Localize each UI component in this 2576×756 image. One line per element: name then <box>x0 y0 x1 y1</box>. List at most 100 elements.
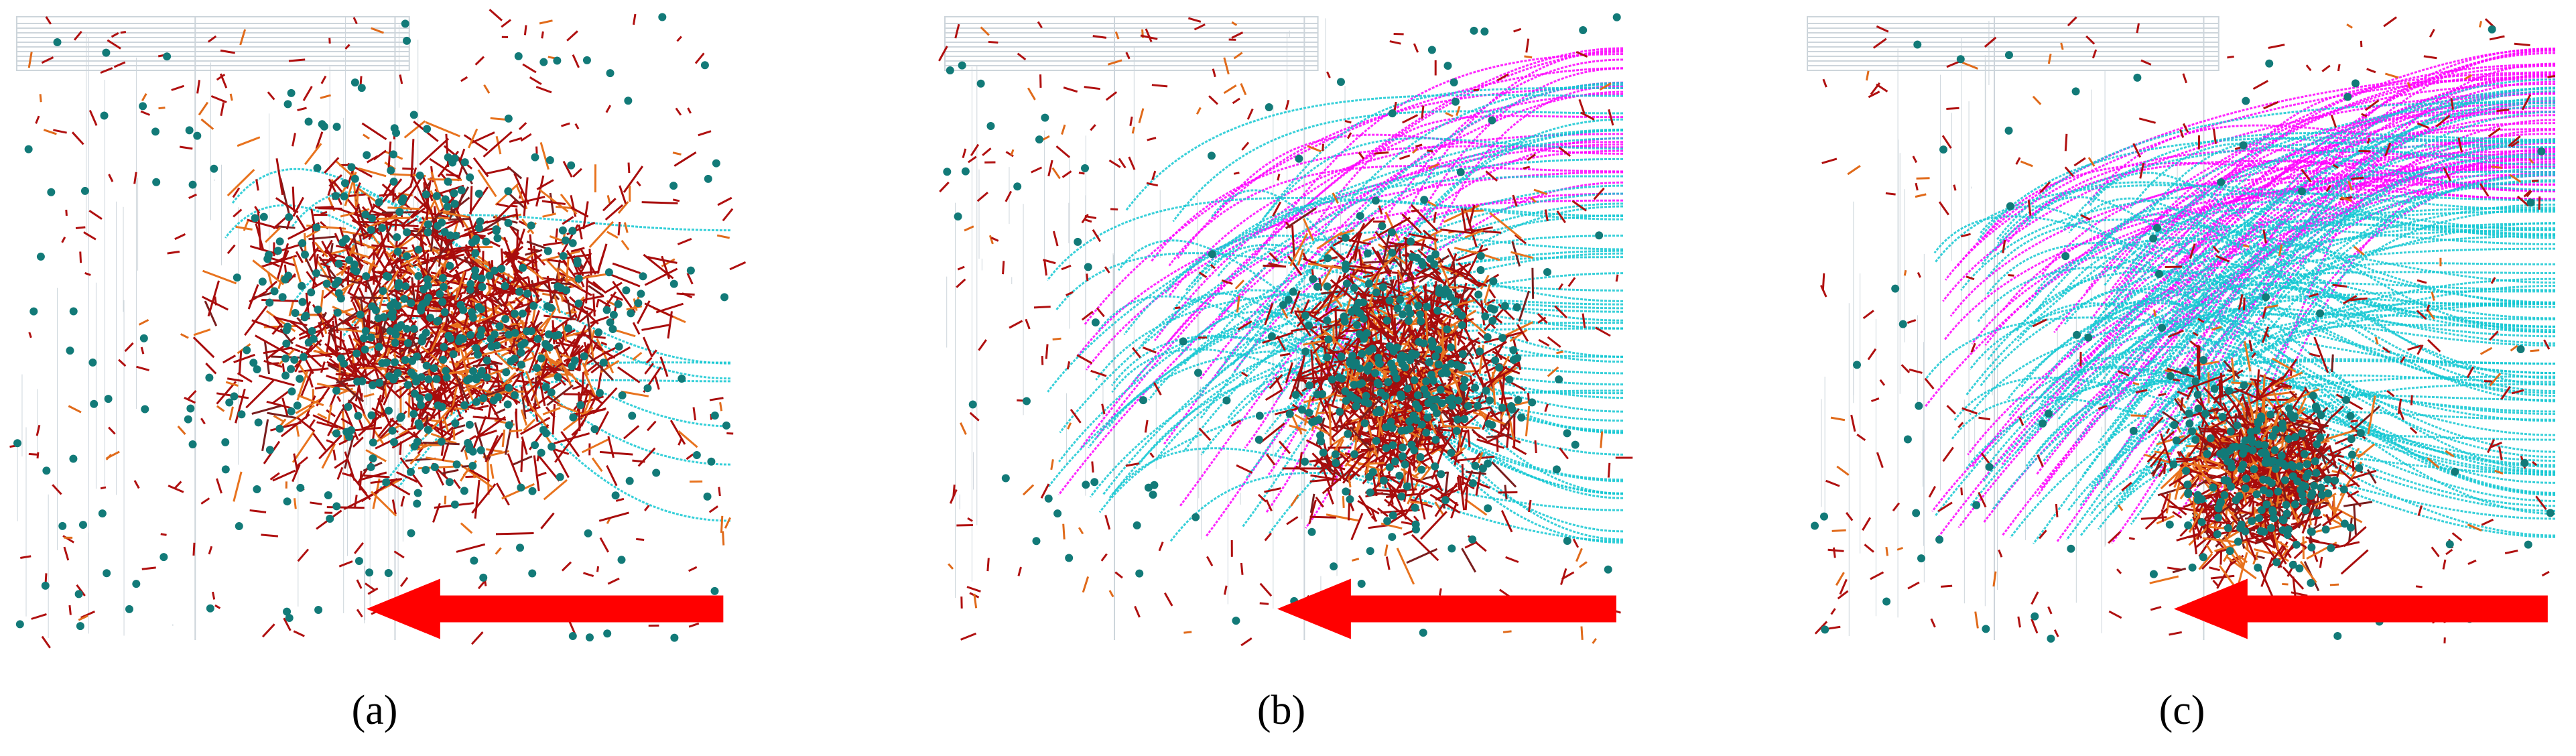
droplet <box>1378 222 1387 231</box>
droplet <box>670 633 679 642</box>
particle <box>519 251 537 265</box>
particle <box>1037 21 1043 29</box>
particle <box>687 107 692 114</box>
particle <box>28 332 32 338</box>
droplet <box>1035 135 1043 144</box>
particle <box>1240 371 1248 377</box>
droplet <box>336 294 345 303</box>
particle <box>281 397 289 418</box>
droplet <box>476 217 485 226</box>
droplet <box>473 351 482 359</box>
droplet <box>471 266 480 275</box>
particle <box>2350 405 2380 432</box>
particle <box>1118 158 1126 169</box>
particle <box>550 313 577 333</box>
droplet <box>603 629 612 638</box>
particle <box>540 512 555 529</box>
particle <box>2173 452 2190 483</box>
particle <box>570 206 589 218</box>
particle <box>1415 143 1423 148</box>
droplet <box>1382 423 1391 432</box>
droplet <box>450 500 459 509</box>
droplet <box>1372 288 1380 297</box>
particle <box>1259 582 1273 597</box>
particle <box>363 475 390 479</box>
particle <box>583 370 598 401</box>
particle <box>1491 371 1496 405</box>
droplet <box>350 78 359 87</box>
particle <box>2091 49 2098 59</box>
droplet <box>544 330 553 338</box>
particle <box>359 235 363 247</box>
particle <box>529 234 535 273</box>
droplet <box>438 403 446 412</box>
particle <box>560 193 578 215</box>
particle <box>1592 638 1597 644</box>
particle <box>1485 170 1498 182</box>
particle <box>456 271 462 283</box>
droplet <box>1484 420 1493 428</box>
streamline <box>2089 455 2556 520</box>
droplet <box>1265 103 1273 112</box>
particle <box>1505 556 1519 564</box>
particle <box>39 94 42 103</box>
particle <box>1022 484 1035 496</box>
particle <box>570 247 585 253</box>
particle <box>1831 529 1846 532</box>
particle <box>949 489 958 504</box>
droplet <box>446 261 454 270</box>
particle <box>939 181 950 193</box>
particle <box>283 617 292 631</box>
particle <box>2117 370 2130 377</box>
particle <box>391 434 415 449</box>
droplet <box>1317 437 1326 446</box>
particle <box>525 249 543 256</box>
particle <box>400 495 405 507</box>
particle <box>2450 98 2454 110</box>
particle <box>1447 248 1456 262</box>
particle <box>607 577 620 585</box>
particle <box>2156 435 2185 446</box>
particle <box>588 249 592 276</box>
droplet <box>504 218 513 227</box>
droplet <box>490 266 499 275</box>
particle <box>539 188 569 213</box>
droplet <box>1416 310 1425 319</box>
particle <box>202 269 237 285</box>
particle <box>1310 340 1344 357</box>
droplet <box>1208 250 1216 259</box>
droplet <box>235 522 243 531</box>
particle <box>607 436 615 458</box>
particle <box>1544 403 1549 412</box>
droplet <box>568 227 577 235</box>
particle <box>1017 566 1022 576</box>
droplet <box>401 356 409 365</box>
particle <box>1998 549 2003 558</box>
droplet <box>1419 629 1427 637</box>
particle <box>332 449 337 461</box>
streamline <box>2111 119 2556 544</box>
particle <box>596 243 608 274</box>
particle <box>515 208 519 220</box>
particle <box>43 129 57 135</box>
particle <box>1010 149 1015 156</box>
streamline <box>2110 377 2556 468</box>
particle <box>371 27 385 34</box>
streamline <box>2152 374 2556 474</box>
droplet <box>958 61 966 70</box>
streamline <box>2129 142 2556 209</box>
particle <box>1145 28 1153 43</box>
particle <box>2490 277 2496 284</box>
droplet <box>283 100 292 109</box>
particle <box>1045 344 1049 359</box>
droplet <box>1301 457 1309 466</box>
particle <box>1821 158 1838 164</box>
particle <box>1407 333 1417 346</box>
particle <box>2504 550 2518 555</box>
particle <box>2189 243 2196 259</box>
streamline <box>2147 314 2556 495</box>
particle <box>1144 420 1149 433</box>
particle <box>1303 396 1329 403</box>
particle <box>2153 309 2156 317</box>
droplet <box>585 633 594 642</box>
